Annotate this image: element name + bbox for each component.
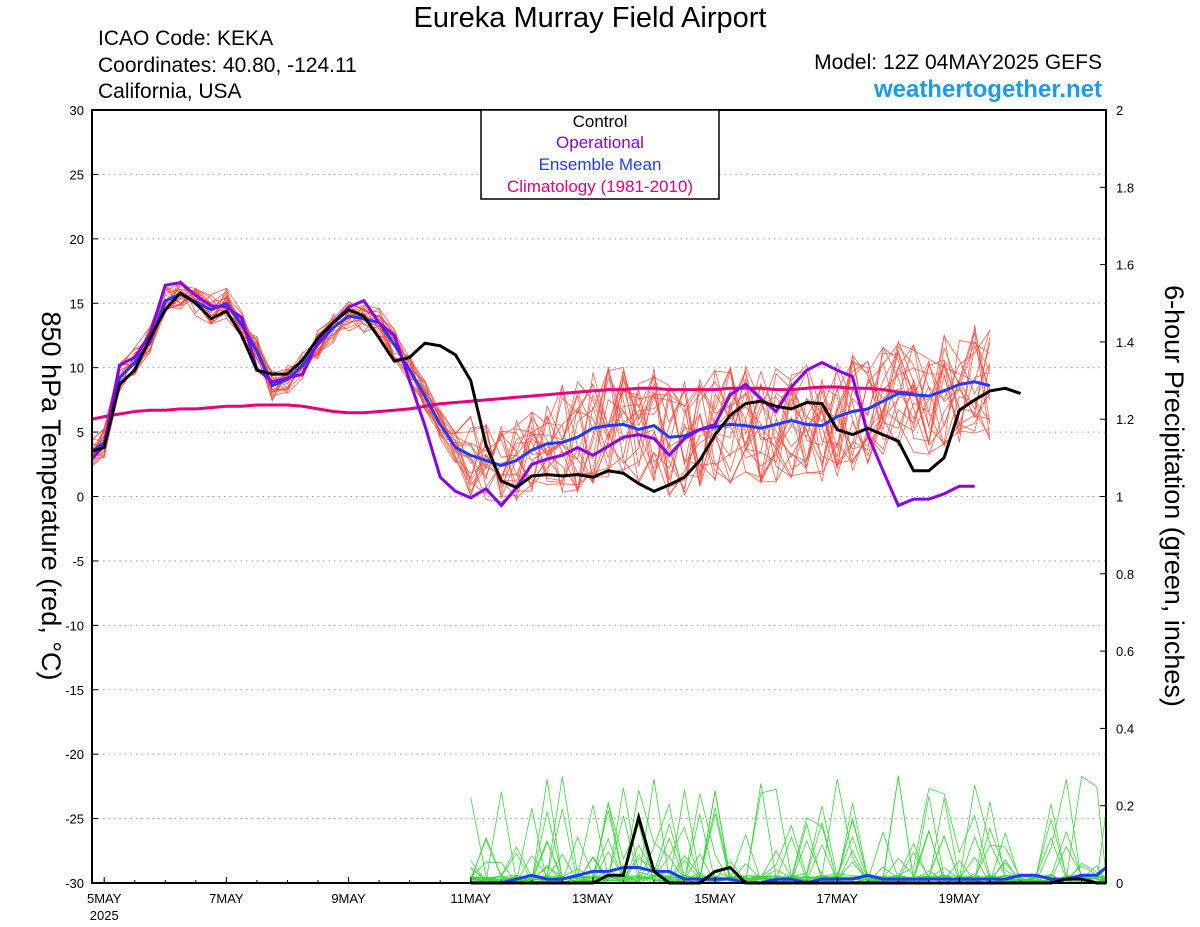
precip-members xyxy=(471,776,1106,884)
right-tick-label: 1 xyxy=(1116,490,1123,505)
x-tick-label: 7MAY xyxy=(209,891,244,906)
precip-member-line xyxy=(471,779,1106,883)
temp-member-line xyxy=(92,290,990,497)
left-tick-label: 5 xyxy=(77,425,84,440)
left-tick-label: -25 xyxy=(65,812,84,827)
precip-member-line xyxy=(471,776,1106,883)
gridlines xyxy=(92,174,1106,818)
right-tick-label: 1.4 xyxy=(1116,335,1134,350)
x-tick-label: 13MAY xyxy=(572,891,614,906)
left-tick-label: 25 xyxy=(70,167,84,182)
left-tick-label: -15 xyxy=(65,683,84,698)
left-tick-label: -20 xyxy=(65,747,84,762)
right-tick-label: 1.2 xyxy=(1116,412,1134,427)
right-tick-label: 0.6 xyxy=(1116,644,1134,659)
x-tick-label: 17MAY xyxy=(816,891,858,906)
axis-ticks: 302520151050-5-10-15-20-25-3021.81.61.41… xyxy=(65,103,1134,923)
left-tick-label: 20 xyxy=(70,232,84,247)
left-axis-title: 850 hPa Temperature (red, °C) xyxy=(36,312,66,681)
right-tick-label: 1.6 xyxy=(1116,258,1134,273)
x-tick-label: 11MAY xyxy=(450,891,491,906)
precip-member-line xyxy=(471,779,1106,883)
right-tick-label: 2 xyxy=(1116,103,1123,118)
x-year-label: 2025 xyxy=(90,908,119,923)
x-tick-label: 9MAY xyxy=(331,891,366,906)
left-tick-label: 0 xyxy=(77,490,84,505)
precip-member-line xyxy=(471,791,1106,883)
legend-climatology: Climatology (1981-2010) xyxy=(507,177,693,196)
precip-member-line xyxy=(471,779,1106,883)
left-tick-label: 15 xyxy=(70,296,84,311)
right-tick-label: 0.8 xyxy=(1116,567,1134,582)
left-tick-label: 10 xyxy=(70,361,84,376)
left-tick-label: -10 xyxy=(65,618,84,633)
legend-ensemble-mean: Ensemble Mean xyxy=(539,155,662,174)
right-axis-title: 6-hour Precipitation (green, inches) xyxy=(1159,285,1189,707)
right-tick-label: 1.8 xyxy=(1116,180,1134,195)
operational-line xyxy=(92,283,975,506)
legend-control: Control xyxy=(573,112,628,131)
temp-member-line xyxy=(92,297,990,500)
left-tick-label: -30 xyxy=(65,876,84,891)
right-tick-label: 0.2 xyxy=(1116,799,1134,814)
left-tick-label: -5 xyxy=(72,554,84,569)
legend: Control Operational Ensemble Mean Climat… xyxy=(481,110,719,199)
left-tick-label: 30 xyxy=(70,103,84,118)
x-tick-label: 5MAY xyxy=(87,891,122,906)
precip-member-line xyxy=(471,777,1106,883)
legend-operational: Operational xyxy=(556,133,644,152)
precip-member-line xyxy=(471,776,1106,883)
precip-member-line xyxy=(471,776,1106,883)
x-tick-label: 19MAY xyxy=(939,891,981,906)
x-tick-label: 15MAY xyxy=(694,891,736,906)
right-tick-label: 0.4 xyxy=(1116,721,1134,736)
chart-canvas: 302520151050-5-10-15-20-25-3021.81.61.41… xyxy=(0,0,1200,927)
right-tick-label: 0 xyxy=(1116,876,1123,891)
